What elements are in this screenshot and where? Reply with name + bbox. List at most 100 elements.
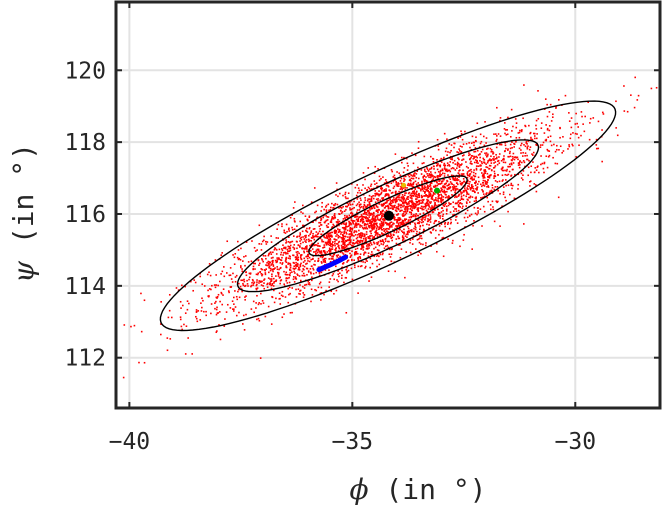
sample-point [420,169,423,171]
sample-point [509,165,512,168]
sample-point [507,184,510,187]
sample-point [336,243,338,245]
sample-point [460,164,462,166]
sample-point [359,239,362,242]
sample-point [446,164,449,167]
sample-point [376,206,379,208]
sample-point [323,293,325,296]
sample-point [275,280,277,283]
sample-point [434,202,436,204]
blue-trace [316,254,349,273]
sample-point [388,226,391,229]
sample-point [402,187,405,189]
sample-point [370,206,373,209]
sample-point [350,222,352,225]
sample-point [376,224,378,227]
sample-point [338,247,341,250]
sample-point [346,270,349,273]
sample-point [403,231,405,234]
sample-point [288,250,291,252]
sample-point [417,200,420,203]
sample-point [286,252,288,254]
sample-point [512,152,515,155]
sample-point [428,191,431,193]
sample-point [328,232,331,235]
sample-point [437,197,439,200]
sample-point [443,132,446,135]
sample-point [422,208,425,211]
sample-point [450,167,453,170]
sample-point [360,248,362,250]
sample-point [256,294,258,297]
sample-point [341,247,343,249]
sample-point [399,188,402,190]
sample-point [273,268,276,270]
sample-point [409,183,412,186]
sample-point [431,198,434,201]
sample-point [279,262,282,264]
sample-point [349,227,351,230]
sample-point [513,146,515,148]
sample-point [408,173,411,175]
sample-point [452,214,454,216]
sample-point [430,190,433,193]
sample-point [455,210,458,212]
sample-point [328,209,330,212]
sample-point [474,172,477,175]
sample-point [471,177,473,180]
sample-point [207,295,210,298]
sample-point [428,206,431,208]
sample-point [419,225,422,227]
sample-point [280,253,282,256]
sample-point [354,216,357,218]
sample-point [394,191,397,194]
sample-point [430,176,432,179]
sample-point [425,195,427,197]
sample-point [481,162,483,165]
sample-point [267,277,270,279]
sample-point [453,213,456,216]
sample-point [561,151,563,154]
sample-point [374,219,377,221]
sample-point [527,145,529,147]
sample-point [471,190,474,192]
sample-point [226,240,229,243]
sample-point [370,224,373,227]
sample-point [405,212,408,214]
sample-point [425,180,428,182]
sample-point [461,159,463,161]
sample-point [400,182,403,185]
sample-point [367,245,370,247]
sample-point [361,215,363,218]
sample-point [222,288,225,290]
sample-point [279,266,282,269]
sample-point [402,205,404,208]
sample-point [504,142,507,144]
sample-point [458,176,460,178]
sample-point [359,206,362,209]
sample-point [309,268,312,270]
sample-point [249,272,252,274]
sample-point [426,220,429,223]
sample-point [346,229,349,232]
sample-point [434,220,436,223]
sample-point [395,238,398,240]
sample-point [281,249,284,252]
sample-point [409,182,412,185]
sample-point [440,161,443,163]
sample-point [404,276,406,279]
sample-point [335,289,338,292]
sample-point [294,276,297,278]
sample-point [423,180,426,182]
sample-point [407,205,410,208]
sample-point [356,215,359,218]
sample-point [426,167,428,169]
sample-point [422,224,424,227]
sample-point [453,184,455,186]
sample-point [395,182,398,184]
sample-point [262,254,265,257]
sample-point [228,274,231,277]
sample-point [429,192,432,195]
sample-point [452,161,454,164]
sample-point [344,235,347,238]
